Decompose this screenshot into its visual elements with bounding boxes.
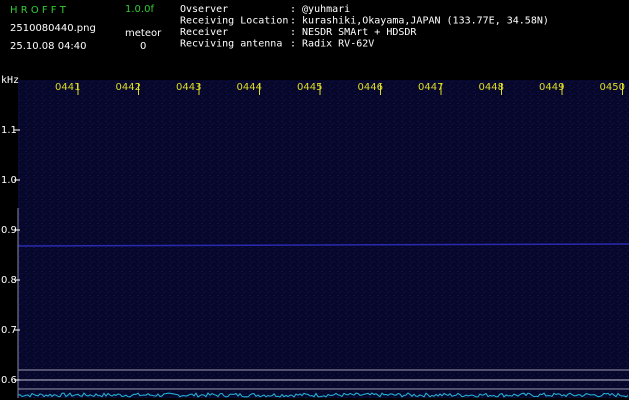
time-label: 0444 (237, 82, 262, 93)
noise-floor (17, 392, 629, 398)
time-label: 0450 (600, 82, 625, 93)
time-label: 0441 (55, 82, 80, 93)
info-value: : @yuhmari (290, 4, 350, 15)
time-label: 0448 (479, 82, 504, 93)
y-tick-label: 1.0 (1, 175, 17, 186)
y-tick-label: 0.7 (1, 325, 17, 336)
info-value: : NESDR SMArt + HDSDR (290, 27, 417, 38)
time-label: 0442 (116, 82, 141, 93)
time-label: 0446 (358, 82, 383, 93)
info-value: : kurashiki,Okayama,JAPAN (133.77E, 34.5… (290, 16, 549, 27)
time-label: 0443 (176, 82, 201, 93)
info-label: Recviving antenna (180, 39, 282, 50)
y-tick-label: 0.8 (1, 275, 17, 286)
y-tick-label: 0.9 (1, 225, 17, 236)
info-label: Ovserver (180, 4, 228, 15)
info-label: Receiving Location (180, 16, 288, 27)
y-unit: kHz (1, 75, 19, 86)
filename: 2510080440.png (10, 23, 96, 34)
app-name: H R O F F T (10, 5, 67, 16)
version: 1.0.0f (125, 4, 154, 15)
meteor-label: meteor (125, 28, 162, 39)
y-tick-label: 1.1 (1, 125, 17, 136)
time-label: 0447 (418, 82, 443, 93)
spectrogram (18, 80, 629, 398)
y-tick-label: 0.6 (1, 375, 17, 386)
time-label: 0449 (539, 82, 564, 93)
time-label: 0445 (297, 82, 322, 93)
carrier-trace (17, 243, 629, 247)
info-label: Receiver (180, 27, 228, 38)
meteor-count: 0 (140, 41, 146, 52)
info-value: : Radix RV-62V (290, 39, 374, 50)
datetime: 25.10.08 04:40 (10, 41, 87, 52)
